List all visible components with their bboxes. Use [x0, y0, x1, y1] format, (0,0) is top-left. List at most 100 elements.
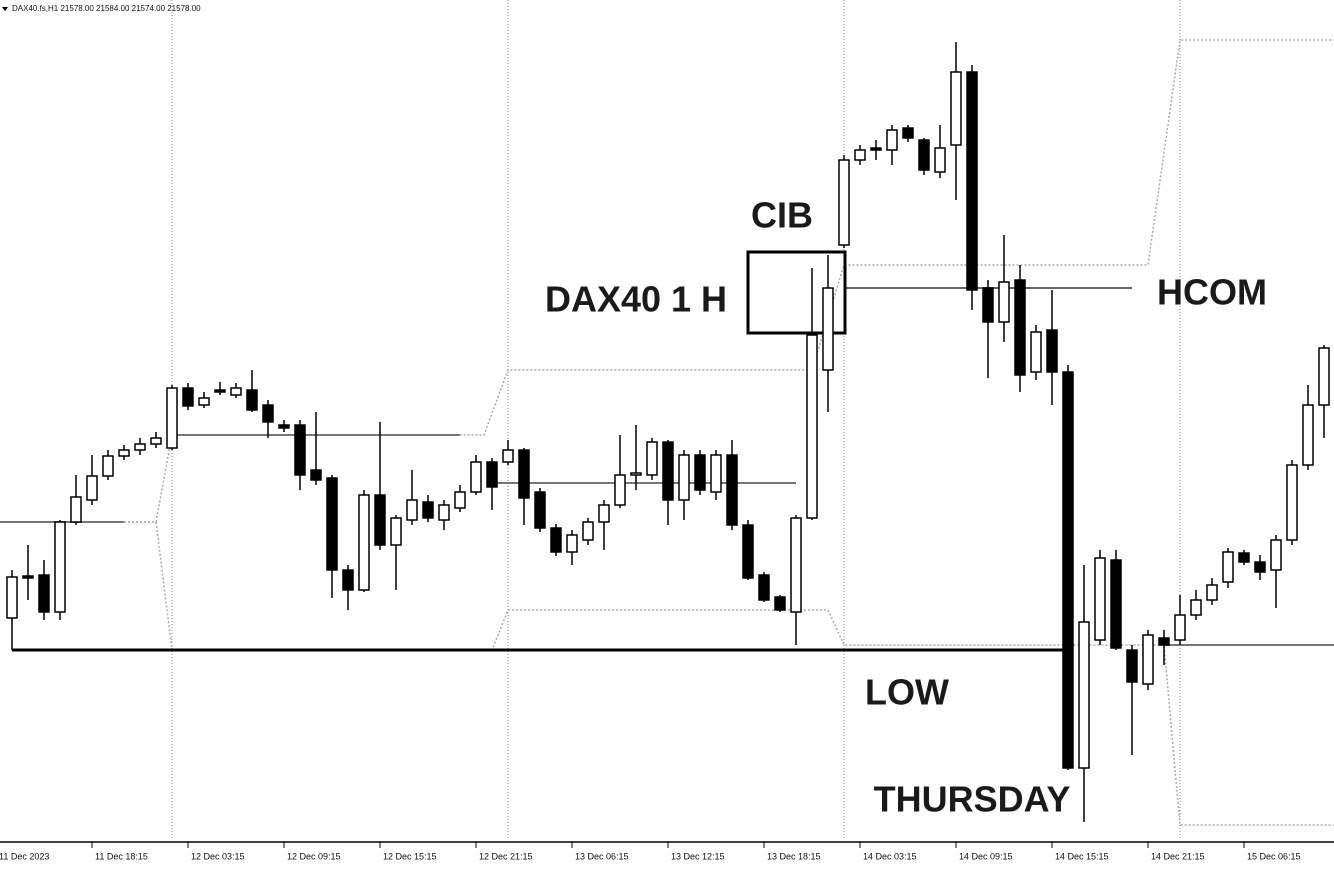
candle-body	[374, 494, 386, 546]
candle-body	[870, 147, 882, 151]
candle-body	[678, 454, 690, 501]
x-tick-label: 15 Dec 06:15	[1247, 851, 1301, 861]
x-tick-label: 14 Dec 09:15	[959, 851, 1013, 861]
candle-body	[1126, 649, 1138, 683]
candle-body	[774, 596, 786, 611]
x-tick-label: 13 Dec 06:15	[575, 851, 629, 861]
candle-body	[742, 524, 754, 579]
candle-body	[1014, 279, 1026, 376]
candle-body	[1046, 329, 1058, 373]
candle-body	[454, 491, 466, 509]
candle-body	[54, 521, 66, 613]
candle-body	[1062, 371, 1074, 769]
candle-body	[790, 517, 802, 613]
candle-body	[310, 469, 322, 481]
candle-body	[230, 387, 242, 396]
candle-body	[694, 454, 706, 491]
candle-body	[982, 287, 994, 323]
candle-body	[854, 149, 866, 161]
candle-body	[966, 71, 978, 291]
candle-body	[1078, 621, 1090, 769]
candle-body	[278, 424, 290, 429]
annotation: THURSDAY	[874, 779, 1071, 820]
candle-body	[502, 449, 514, 463]
band-line	[0, 521, 1334, 826]
header: DAX40.fs,H1 21578.00 21584.00 21574.00 2…	[12, 4, 201, 13]
candle-body	[1286, 464, 1298, 541]
candle-body	[646, 441, 658, 476]
x-tick-label: 12 Dec 09:15	[287, 851, 341, 861]
candle-body	[1158, 637, 1170, 646]
candle-body	[806, 334, 818, 519]
candle-body	[614, 474, 626, 506]
candle-body	[214, 389, 226, 393]
candle-body	[902, 127, 914, 139]
annotation: CIB	[751, 195, 813, 236]
candle-body	[1190, 599, 1202, 616]
candle-body	[134, 443, 146, 451]
candle-body	[838, 159, 850, 246]
candle-body	[598, 504, 610, 523]
candle-body	[6, 576, 18, 619]
candle-body	[118, 449, 130, 457]
candle-body	[950, 71, 962, 146]
candle-body	[198, 397, 210, 406]
candle-body	[1206, 584, 1218, 601]
candle-body	[390, 517, 402, 546]
candle-body	[486, 461, 498, 488]
candle-body	[758, 574, 770, 601]
candle-body	[1254, 561, 1266, 573]
annotation: LOW	[865, 672, 949, 713]
candle-body	[534, 491, 546, 529]
band-line	[0, 39, 1334, 523]
candle-body	[102, 455, 114, 477]
candle-body	[518, 449, 530, 499]
candle-body	[438, 504, 450, 521]
candle-body	[1110, 559, 1122, 649]
candle-body	[662, 441, 674, 501]
candle-body	[1030, 331, 1042, 373]
x-tick-label: 13 Dec 18:15	[767, 851, 821, 861]
candle-body	[246, 389, 258, 411]
candle-body	[710, 454, 722, 493]
x-tick-label: 13 Dec 12:15	[671, 851, 725, 861]
candle-body	[150, 437, 162, 445]
candle-body	[918, 139, 930, 171]
candle-body	[1238, 552, 1250, 563]
candle-body	[294, 424, 306, 476]
x-tick-label: 11 Dec 2023	[0, 851, 49, 861]
x-tick-label: 11 Dec 18:15	[95, 851, 148, 861]
candle-body	[1318, 347, 1330, 406]
candle-body	[1142, 634, 1154, 685]
candle-body	[998, 281, 1010, 323]
candle-body	[470, 461, 482, 493]
candle-body	[86, 475, 98, 501]
candle-body	[1270, 539, 1282, 571]
candle-body	[182, 387, 194, 407]
x-tick-label: 14 Dec 03:15	[863, 851, 917, 861]
candle-body	[630, 472, 642, 476]
x-tick-label: 12 Dec 03:15	[191, 851, 245, 861]
cib-box	[746, 250, 847, 335]
annotation: DAX40 1 H	[545, 279, 727, 320]
candle-body	[566, 534, 578, 553]
candle-body	[726, 454, 738, 526]
candle-body	[934, 147, 946, 173]
candle-body	[22, 575, 34, 579]
candle-body	[358, 494, 370, 591]
x-tick-label: 14 Dec 15:15	[1055, 851, 1109, 861]
x-tick-label: 12 Dec 15:15	[383, 851, 437, 861]
candle-body	[886, 129, 898, 151]
candle-body	[406, 499, 418, 521]
candle-body	[550, 527, 562, 553]
candle-body	[822, 287, 834, 371]
candle-body	[326, 477, 338, 571]
candle-body	[582, 521, 594, 541]
annotation: HCOM	[1157, 272, 1267, 313]
candle-body	[262, 404, 274, 423]
candle-body	[166, 387, 178, 449]
x-tick-label: 12 Dec 21:15	[479, 851, 533, 861]
candle-body	[70, 496, 82, 523]
